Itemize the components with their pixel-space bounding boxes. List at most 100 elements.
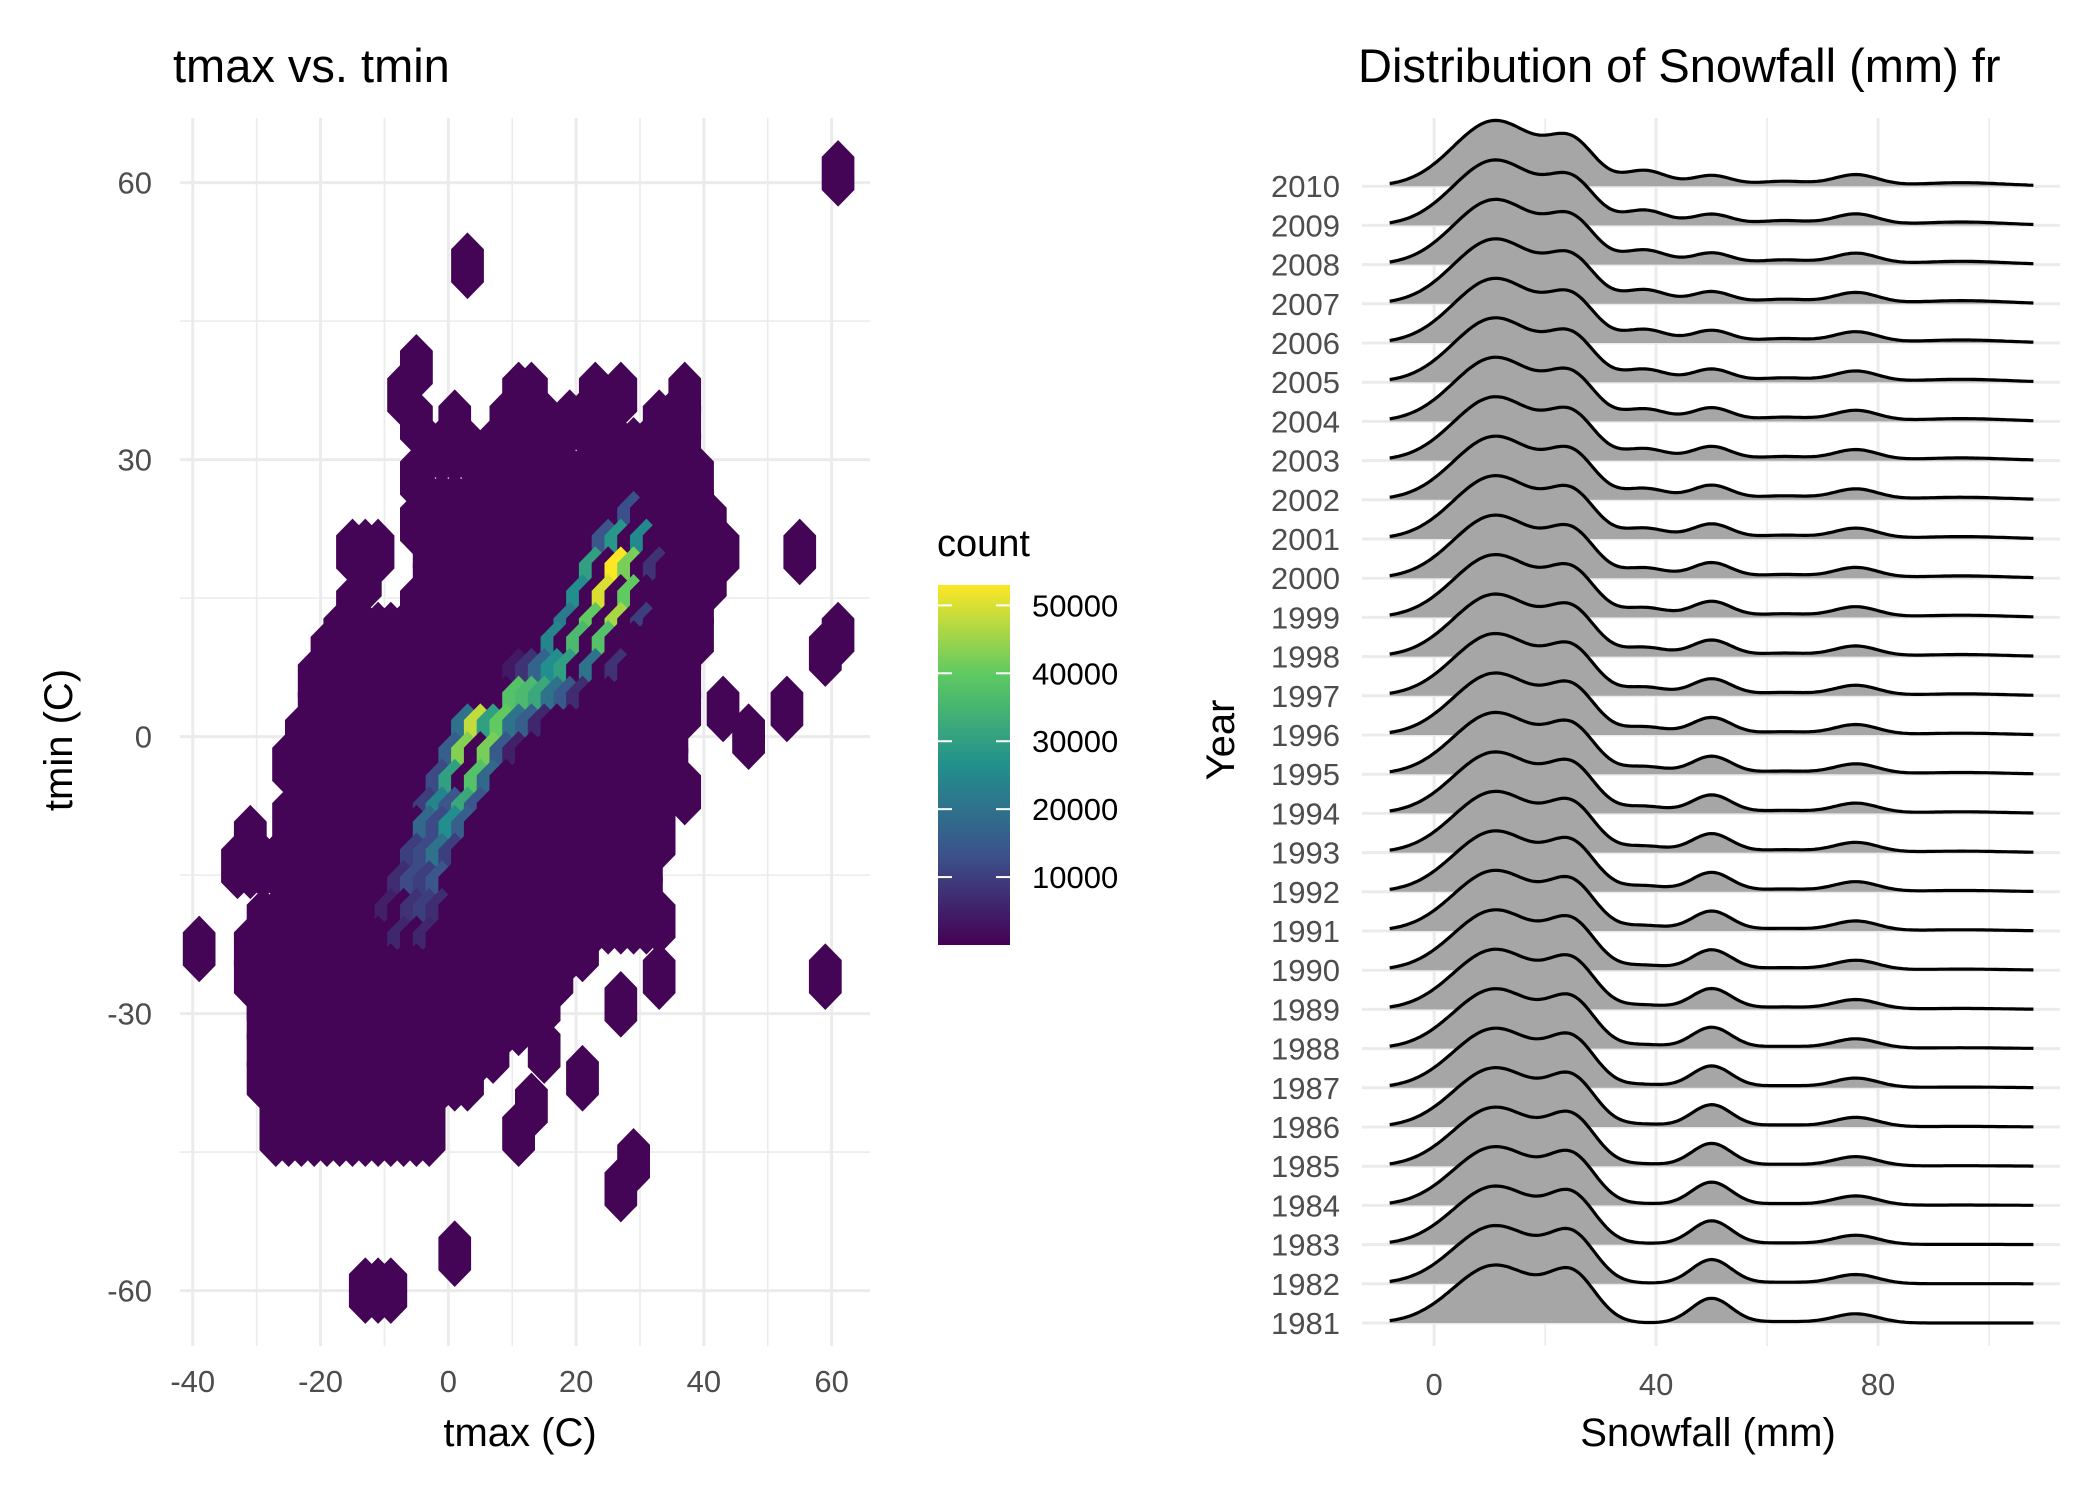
ridgeline-year-labels: 1981 1982 1983 1984 1985 1986 1987 1988 1989 1990… <box>1271 169 1340 1341</box>
hexbin-panel: tmax vs. tmin -40 -20 0 20 40 60 -60-3003060 … <box>37 39 870 1455</box>
ridge-line-1984 <box>1389 1145 2034 1207</box>
ridge-fill-1986 <box>1389 1067 2034 1127</box>
hex-bin <box>808 943 842 1010</box>
ridge-line-1989 <box>1389 947 2034 1011</box>
ridge-line-2001 <box>1389 473 2034 540</box>
hexbin-y-axis-title: tmin (C) <box>37 669 81 811</box>
ridge-fill-2007 <box>1389 238 2034 304</box>
hexbin-y-tick-label: 30 <box>118 443 152 478</box>
ridgeline-year-label: 1981 <box>1271 1306 1340 1341</box>
ridge-fill-1988 <box>1389 988 2034 1049</box>
hexbin-y-tick-label: -60 <box>107 1274 152 1309</box>
hexbin-y-tick-labels: -60 -30 0 30 60 <box>107 166 152 1309</box>
hexbin-x-tick-label: 0 <box>440 1364 457 1399</box>
hexbin-x-tick-labels: -40 -20 0 20 40 60 <box>170 1364 849 1399</box>
ridge-fill-1981 <box>1389 1265 2034 1323</box>
ridge-fill-1999 <box>1389 554 2034 618</box>
hex-bin <box>604 1155 638 1223</box>
hex-bin <box>783 518 817 586</box>
ridge-line-1987 <box>1389 1026 2034 1090</box>
hexbin-y-tick-label: -30 <box>107 997 152 1032</box>
hexbin-title: tmax vs. tmin <box>173 39 450 92</box>
ridgeline-year-label: 1994 <box>1271 796 1340 831</box>
ridge-fill-1994 <box>1389 751 2034 814</box>
ridge-line-1985 <box>1389 1105 2034 1168</box>
ridge-line-1990 <box>1389 908 2034 972</box>
legend-tick-label: 50000 <box>1032 588 1118 623</box>
ridge-line-2006 <box>1389 276 2034 344</box>
ridgeline-year-label: 1990 <box>1271 953 1340 988</box>
hex-bin <box>706 675 740 743</box>
legend-title: count <box>937 523 1030 565</box>
ridge-fill-2004 <box>1389 357 2034 422</box>
ridge-line-2009 <box>1389 158 2034 227</box>
ridge-fill-1983 <box>1389 1186 2034 1245</box>
ridge-line-1993 <box>1389 789 2034 854</box>
ridge-line-2003 <box>1389 395 2034 462</box>
ridgeline-year-label: 2004 <box>1271 404 1340 439</box>
ridge-fill-1996 <box>1389 673 2034 735</box>
hexbin-x-tick-label: -20 <box>298 1364 343 1399</box>
hex-bin <box>412 1100 446 1167</box>
ridge-fill-1985 <box>1389 1107 2034 1167</box>
hexbin-x-tick-label: 20 <box>559 1364 593 1399</box>
hex-bin <box>182 915 216 983</box>
hex-bin <box>642 943 676 1010</box>
ridgeline-year-label: 1986 <box>1271 1110 1340 1145</box>
ridge-line-2010 <box>1389 118 2034 187</box>
ridge-fill-2006 <box>1389 278 2034 343</box>
hex-bin <box>668 758 702 826</box>
ridgeline-year-label: 1982 <box>1271 1267 1340 1302</box>
ridgeline-year-label: 1996 <box>1271 718 1340 753</box>
ridge-fill-2002 <box>1389 436 2034 500</box>
hexbin-x-tick-label: -40 <box>170 1364 215 1399</box>
ridge-line-1996 <box>1389 671 2034 737</box>
ridgeline-x-tick-label: 0 <box>1426 1367 1443 1402</box>
ridge-fill-1984 <box>1389 1146 2034 1206</box>
hex-bin <box>732 703 765 770</box>
hexbin-x-axis-title: tmax (C) <box>443 1411 596 1455</box>
hex-bin <box>451 1044 484 1112</box>
ridge-fill-1998 <box>1389 594 2034 657</box>
hexbin-x-tick-label: 40 <box>687 1364 721 1399</box>
ridge-line-1998 <box>1389 592 2034 658</box>
ridgeline-year-label: 1997 <box>1271 679 1340 714</box>
ridge-fill-2008 <box>1389 199 2034 265</box>
ridge-line-2002 <box>1389 434 2034 501</box>
legend-tick-label: 30000 <box>1032 724 1118 759</box>
hex-bin <box>821 140 855 207</box>
count-legend: count 10000 20000 30000 40000 50000 <box>937 523 1118 945</box>
ridge-fill-2003 <box>1389 396 2034 461</box>
hex-bin <box>604 971 638 1038</box>
ridge-fill-2010 <box>1389 120 2034 187</box>
ridge-fill-2005 <box>1389 317 2034 383</box>
ridge-line-2008 <box>1389 197 2034 266</box>
hex-bin <box>476 1017 510 1084</box>
ridge-fill-1993 <box>1389 791 2034 853</box>
ridge-fill-1989 <box>1389 949 2034 1010</box>
ridge-line-2007 <box>1389 237 2034 305</box>
ridgeline-year-label: 1999 <box>1271 600 1340 635</box>
legend-tick-label: 10000 <box>1032 860 1118 895</box>
ridge-line-1992 <box>1389 829 2034 893</box>
ridgeline-title: Distribution of Snowfall (mm) fr <box>1358 39 2001 92</box>
ridge-fill-2009 <box>1389 159 2034 226</box>
ridgeline-year-label: 1984 <box>1271 1188 1340 1223</box>
ridgeline-year-label: 2008 <box>1271 248 1340 283</box>
ridge-fill-1982 <box>1389 1225 2034 1284</box>
ridgeline-year-label: 2002 <box>1271 483 1340 518</box>
hex-bin <box>566 1044 599 1112</box>
ridge-fill-1995 <box>1389 712 2034 775</box>
ridgeline-year-label: 2006 <box>1271 326 1340 361</box>
ridgeline-year-label: 2001 <box>1271 522 1340 557</box>
ridge-line-1983 <box>1389 1184 2034 1247</box>
ridge-line-1994 <box>1389 750 2034 815</box>
ridge-fill-1990 <box>1389 909 2034 971</box>
ridgeline-y-axis-title: Year <box>1199 700 1243 781</box>
ridgeline-year-label: 2007 <box>1271 287 1340 322</box>
ridge-fill-1997 <box>1389 633 2034 696</box>
ridge-line-1982 <box>1389 1223 2034 1286</box>
hexbin-y-tick-label: 0 <box>135 720 152 755</box>
ridgeline-year-label: 1989 <box>1271 992 1340 1027</box>
